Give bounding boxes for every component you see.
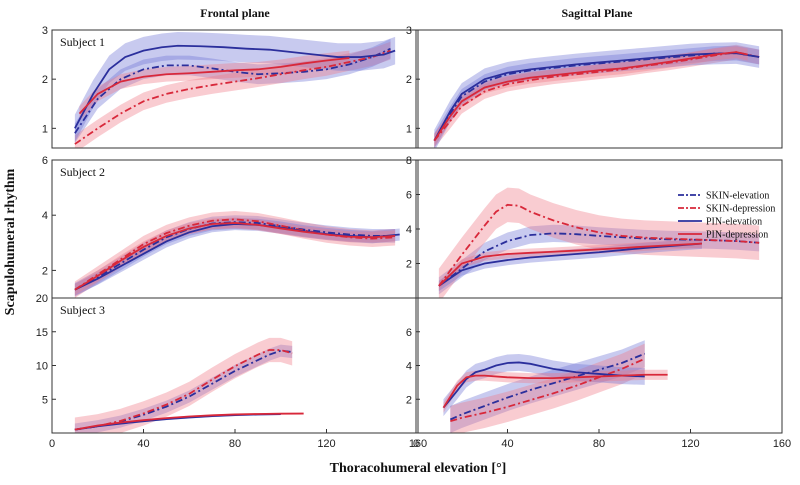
x-tick-label: 80	[593, 438, 605, 450]
frontal-plane-title: Frontal plane	[200, 6, 270, 20]
y-tick-label: 2	[42, 265, 48, 277]
x-tick-label: 40	[137, 438, 149, 450]
x-tick-label: 120	[681, 438, 699, 450]
line-skin-elevation	[74, 47, 391, 134]
plot-area	[74, 337, 304, 433]
subject-label: Subject 3	[60, 303, 105, 317]
line-skin-elevation	[74, 349, 293, 431]
band-pin-elevation	[434, 42, 760, 148]
line-skin-elevation	[449, 352, 646, 421]
band-skin-elevation	[74, 38, 391, 144]
line-pin-elevation	[74, 44, 396, 129]
sagittal-plane-title: Sagittal Plane	[562, 6, 634, 20]
panel-sagittal-2: 1 2 3	[406, 25, 783, 149]
x-tick-label: 80	[229, 438, 241, 450]
line-skin-depression	[450, 357, 646, 423]
subject-label: Subject 2	[60, 165, 105, 179]
legend-entry: SKIN-depression	[706, 204, 775, 215]
x-tick-label: 160	[409, 438, 427, 450]
axes-frame	[51, 29, 419, 149]
subject-label: Subject 1	[60, 35, 105, 49]
x-tick-label: 160	[773, 438, 791, 450]
band-pin-depression	[79, 50, 350, 121]
y-tick-label: 4	[406, 224, 412, 236]
line-skin-depression	[74, 349, 293, 431]
band-pin-depression	[438, 239, 702, 291]
line-pin-depression	[78, 57, 350, 115]
line-pin-depression	[442, 373, 668, 409]
band-skin-elevation	[74, 215, 396, 297]
legend-entry: PIN-elevation	[706, 217, 762, 228]
band-pin-depression	[434, 46, 748, 147]
panel-frontal-1: 1 2 3 Subject 1	[42, 25, 419, 149]
line-pin-depression	[438, 242, 702, 287]
y-tick-label: 20	[36, 293, 48, 305]
plot-area	[442, 340, 668, 433]
panel-sagittal-6: 2 4 6 0 40 80 120 160	[406, 297, 791, 450]
band-pin-depression	[74, 217, 396, 296]
y-tick-label: 1	[42, 123, 48, 135]
y-tick-label: 6	[406, 190, 412, 202]
line-pin-depression	[74, 412, 304, 431]
y-tick-label: 6	[42, 155, 48, 167]
y-tick-label: 3	[42, 25, 48, 37]
x-tick-label: 0	[49, 438, 55, 450]
band-skin-depression	[74, 337, 293, 433]
band-pin-elevation	[74, 217, 400, 296]
y-tick-label: 1	[406, 123, 412, 135]
band-pin-elevation	[443, 354, 645, 417]
band-pin-depression	[443, 369, 668, 413]
x-tick-label: 120	[317, 438, 335, 450]
legend: SKIN-elevation SKIN-depression PIN-elevati…	[678, 191, 775, 241]
y-tick-label: 4	[42, 210, 48, 222]
y-tick-label: 5	[42, 394, 48, 406]
y-tick-label: 2	[406, 394, 412, 406]
line-skin-depression	[433, 51, 760, 142]
plot-area	[74, 31, 396, 148]
panel-frontal-3: 2 4 6 Subject 2	[42, 155, 419, 299]
line-pin-elevation	[433, 52, 760, 142]
band-skin-depression	[434, 44, 760, 148]
y-tick-label: 2	[42, 74, 48, 86]
plot-area	[438, 187, 760, 298]
line-skin-depression	[438, 203, 760, 287]
band-skin-depression	[74, 41, 391, 148]
band-skin-elevation	[438, 224, 760, 295]
y-tick-label: 2	[406, 259, 412, 271]
legend-entry: SKIN-elevation	[706, 191, 769, 202]
y-tick-label: 10	[36, 361, 48, 373]
y-tick-label: 6	[406, 327, 412, 339]
y-tick-label: 4	[406, 361, 412, 373]
band-pin-elevation	[438, 238, 702, 292]
band-pin-elevation	[74, 31, 396, 143]
line-skin-elevation	[433, 52, 760, 142]
line-pin-depression	[433, 51, 748, 142]
band-skin-elevation	[74, 344, 293, 433]
x-tick-label: 0	[413, 438, 419, 450]
y-tick-label: 3	[406, 25, 412, 37]
y-tick-label: 8	[406, 155, 412, 167]
plot-area	[433, 42, 760, 148]
line-pin-depression	[74, 222, 396, 291]
x-axis-label: Thoracohumeral elevation [°]	[330, 461, 507, 476]
line-skin-depression	[74, 49, 391, 145]
legend-entry: PIN-depression	[706, 230, 768, 241]
x-tick-label: 40	[501, 438, 513, 450]
y-tick-label: 2	[406, 74, 412, 86]
band-skin-depression	[450, 343, 645, 433]
panel-sagittal-4: 2 4 6 8	[406, 155, 783, 299]
plot-area	[74, 211, 400, 298]
axes-frame	[415, 29, 783, 149]
band-skin-depression	[438, 187, 760, 298]
y-axis-label: Scapulohumeral rhythm	[3, 168, 18, 315]
y-tick-label: 15	[36, 327, 48, 339]
